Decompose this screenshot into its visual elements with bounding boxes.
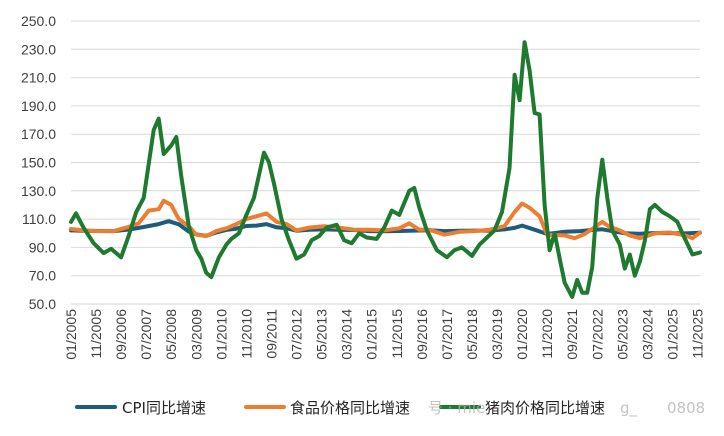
y-tick-label: 250.0	[21, 13, 56, 29]
legend-label-food: 食品价格同比增速	[290, 399, 410, 417]
y-tick-label: 70.0	[29, 268, 56, 284]
watermark: 号 · mie g_ 0808	[428, 399, 705, 418]
y-tick-label: 90.0	[29, 239, 56, 255]
x-tick-label: 11/2015	[389, 309, 405, 359]
x-axis-tick-labels: 01/2005 11/2005 09/2006 07/2007 05/2008 03/20…	[63, 309, 705, 360]
series-lines	[69, 40, 702, 299]
legend-label-pork: 猪肉价格同比增速	[485, 399, 605, 417]
x-tick-label: 01/2020	[514, 309, 530, 360]
x-tick-label: 05/2008	[163, 309, 179, 360]
watermark-text-b: g_	[620, 399, 638, 418]
x-tick-label: 07/2017	[439, 309, 455, 360]
x-tick-label: 01/2005	[63, 309, 79, 360]
x-tick-label: 07/2022	[589, 309, 605, 360]
x-tick-label: 11/2025	[689, 309, 705, 359]
x-tick-label: 05/2013	[314, 309, 330, 360]
x-tick-label: 07/2007	[138, 309, 154, 360]
x-tick-label: 09/2021	[564, 309, 580, 360]
legend: CPI同比增速 食品价格同比增速 猪肉价格同比增速	[75, 399, 605, 417]
x-tick-label: 01/2025	[664, 309, 680, 360]
y-tick-label: 130.0	[21, 183, 56, 199]
y-axis-tick-labels: 250.0 230.0 210.0 190.0 170.0 150.0 130.0 110.0…	[21, 13, 56, 312]
y-tick-label: 110.0	[22, 211, 56, 227]
x-tick-label: 09/2011	[263, 309, 279, 359]
watermark-text-c: 0808	[667, 399, 705, 417]
x-tick-label: 11/2020	[539, 309, 555, 359]
pork-price-series-line	[69, 40, 702, 299]
x-tick-label: 11/2010	[238, 309, 254, 359]
x-tick-label: 05/2023	[614, 309, 630, 360]
x-tick-label: 01/2010	[213, 309, 229, 360]
y-tick-label: 170.0	[21, 126, 56, 142]
watermark-text-a: 号 · mie	[428, 399, 485, 417]
x-tick-label: 03/2024	[639, 309, 655, 360]
x-tick-label: 01/2015	[364, 309, 380, 360]
x-tick-label: 05/2018	[464, 309, 480, 360]
x-tick-label: 09/2006	[113, 309, 129, 360]
x-tick-label: 03/2009	[188, 309, 204, 360]
x-tick-label: 09/2016	[414, 309, 430, 360]
food-price-series-line	[69, 198, 702, 241]
y-tick-label: 150.0	[21, 155, 56, 171]
x-tick-label: 11/2005	[88, 309, 104, 359]
x-tick-label: 03/2014	[339, 309, 355, 360]
x-tick-label: 03/2019	[489, 309, 505, 360]
y-tick-label: 50.0	[29, 296, 56, 312]
y-tick-label: 190.0	[21, 98, 56, 114]
y-tick-label: 210.0	[21, 70, 56, 86]
gridlines	[71, 20, 700, 277]
y-tick-label: 230.0	[21, 41, 56, 57]
x-tick-label: 07/2012	[289, 309, 305, 360]
legend-label-cpi: CPI同比增速	[122, 399, 206, 417]
